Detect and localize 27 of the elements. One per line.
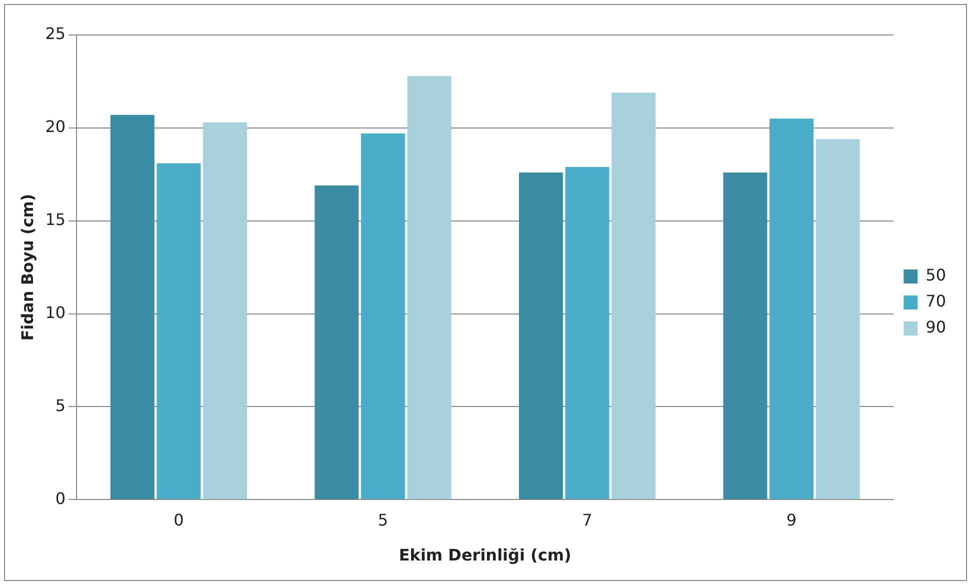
legend-label: 90 [926, 318, 946, 337]
bar [612, 92, 656, 500]
x-tick-label: 5 [378, 510, 388, 530]
y-axis-title: Fidan Boyu (cm) [18, 194, 37, 341]
x-tick-label: 7 [582, 510, 592, 530]
bar [360, 133, 405, 500]
bar [816, 139, 860, 500]
bar [156, 163, 201, 500]
y-tick-label: 5 [55, 396, 66, 415]
bar [407, 76, 452, 500]
x-tick-label: 9 [786, 510, 797, 530]
bar [314, 186, 359, 500]
bar [203, 122, 247, 500]
legend-label: 50 [926, 266, 946, 285]
legend-label: 70 [926, 292, 946, 311]
x-tick-label: 0 [174, 510, 184, 530]
x-axis-title: Ekim Derinliği (cm) [398, 546, 572, 565]
y-tick-label: 15 [45, 210, 66, 229]
bar [518, 172, 563, 500]
bar [723, 172, 768, 500]
y-tick-label: 10 [45, 302, 66, 322]
y-tick-label: 0 [55, 488, 66, 508]
y-tick-label: 20 [45, 117, 66, 136]
bar [565, 166, 610, 500]
y-tick-label: 25 [45, 24, 66, 44]
bar [770, 118, 814, 500]
bar [110, 114, 154, 500]
